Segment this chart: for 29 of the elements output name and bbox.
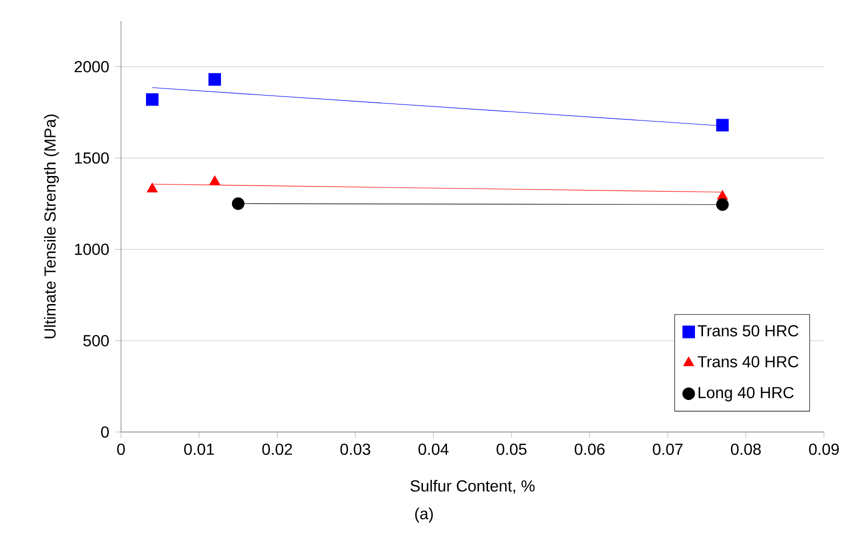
x-tick-label: 0.01 xyxy=(184,444,214,455)
point xyxy=(716,118,729,132)
y-axis-title: Ultimate Tensile Strength (MPa) xyxy=(44,114,59,338)
point xyxy=(716,198,729,211)
point xyxy=(146,93,159,106)
point xyxy=(232,197,244,210)
x-axis-title: Sulfur Content, % xyxy=(410,480,535,494)
y-tick-label: 500 xyxy=(83,335,109,346)
x-tick-label: 0 xyxy=(117,444,125,455)
legend-label: Trans 40 HRC xyxy=(698,356,798,368)
text: (a) xyxy=(415,508,433,522)
x-tick-label: 0.07 xyxy=(652,444,683,455)
x-tick-label: 0.04 xyxy=(418,444,449,455)
y-tick-label: 2000 xyxy=(74,61,109,72)
point xyxy=(208,73,222,86)
x-tick-label: 0.09 xyxy=(809,444,839,455)
x-tick-label: 0.02 xyxy=(262,444,292,455)
legend-label: Trans 50 HRC xyxy=(698,325,798,336)
x-tick-label: 0.08 xyxy=(730,444,761,455)
x-tick-label: 0.05 xyxy=(496,444,526,455)
point xyxy=(209,175,220,186)
x-tick-label: 0.03 xyxy=(340,444,370,455)
y-tick-label: 1000 xyxy=(75,244,109,255)
x-tick-label: 0.06 xyxy=(574,444,605,455)
point xyxy=(716,190,728,200)
y-tick-label: 0 xyxy=(101,426,109,438)
legend-label: Long 40 HRC xyxy=(698,386,794,402)
point xyxy=(146,182,158,192)
y-tick-label: 1500 xyxy=(75,152,109,164)
